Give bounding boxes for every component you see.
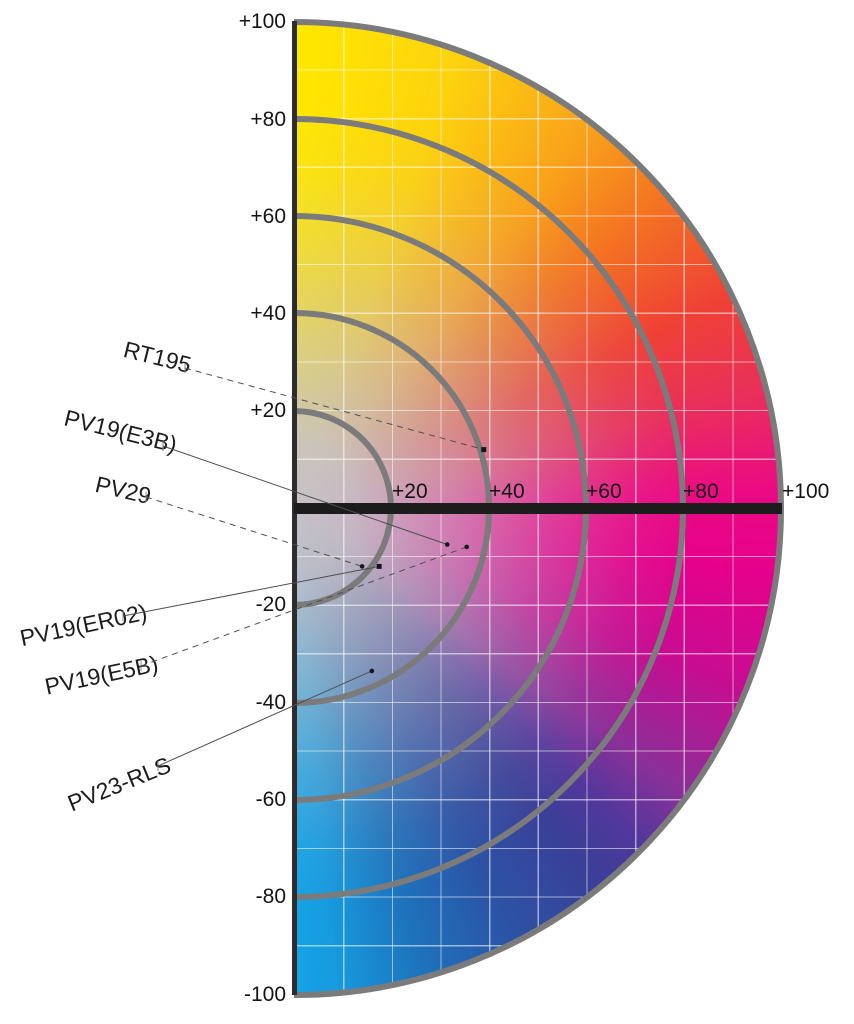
- b-tick-label: +80: [250, 108, 286, 131]
- b-tick-label: -60: [255, 788, 286, 811]
- a-tick-label: +40: [489, 480, 525, 503]
- b-tick-label: +100: [238, 10, 286, 33]
- a-tick-label: +60: [586, 480, 622, 503]
- b-tick-label: +20: [250, 399, 286, 422]
- pigment-label-pv19-e3b: PV19(E3B): [61, 404, 180, 458]
- pigment-label-pv19-e5b: PV19(E5B): [42, 650, 161, 700]
- a-axis-line: [294, 503, 782, 514]
- b-tick-label: -80: [255, 885, 286, 908]
- pigment-label-pv23-rls: PV23-RLS: [63, 751, 175, 817]
- pigment-label-pv19-er02: PV19(ER02): [17, 598, 150, 652]
- a-tick-label: +20: [392, 480, 428, 503]
- b-tick-label: -20: [255, 593, 286, 616]
- a-tick-label: +80: [683, 480, 719, 503]
- b-tick-label: +40: [250, 302, 286, 325]
- b-tick-label: -100: [243, 983, 286, 1006]
- a-tick-label: +100: [782, 480, 830, 503]
- b-tick-label: -40: [255, 691, 286, 714]
- pigment-label-rt195: RT195: [120, 336, 194, 378]
- pigment-label-pv29: PV29: [92, 471, 154, 510]
- b-tick-label: +60: [250, 205, 286, 228]
